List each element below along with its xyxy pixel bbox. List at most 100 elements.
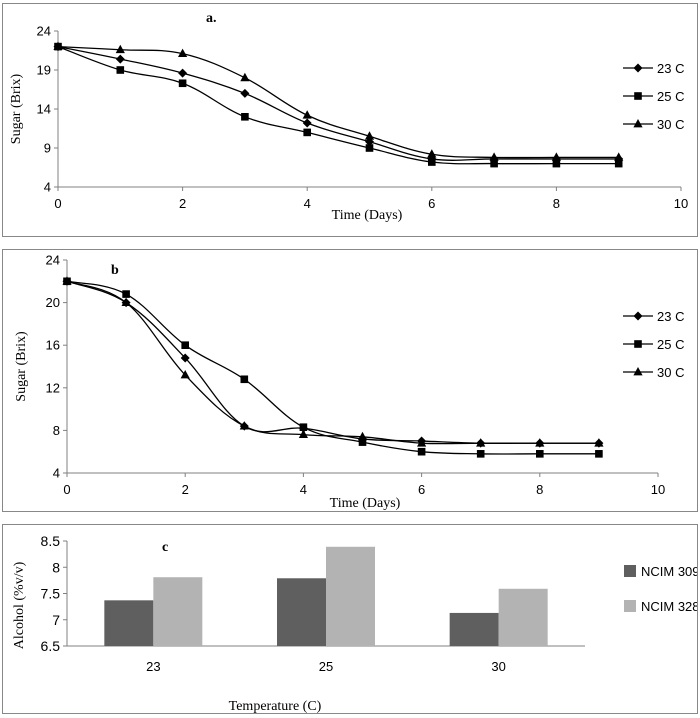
chart-a-data-point — [53, 41, 63, 50]
chart-b-chart-title: b — [111, 263, 119, 278]
chart-b-legend-label: 30 C — [657, 365, 684, 380]
chart-a-y-tick-label: 9 — [44, 141, 51, 156]
chart-c-y-tick-label: 7 — [52, 612, 60, 628]
chart-b-data-point — [358, 438, 367, 446]
chart-b-series-line-1 — [66, 280, 599, 455]
chart-a-series-line-2 — [57, 45, 619, 159]
chart-b-data-point — [180, 370, 190, 379]
chart-a-data-point — [116, 66, 125, 74]
chart-b-data-point — [417, 438, 427, 447]
chart-b-data-point — [357, 431, 368, 441]
chart-b-series-line-2 — [66, 280, 599, 445]
chart-c-y-tick-label: 8.5 — [41, 533, 61, 549]
chart-panel-b: 4 8 12 16 20 24 0 2 4 6 8 10 b Time (Days) Sugar (Brix… — [2, 249, 698, 512]
chart-c-y-tick-label: 6.5 — [41, 638, 61, 654]
chart-b-data-point — [122, 290, 130, 298]
chart-a-series-line-1 — [57, 45, 619, 165]
chart-a-data-point — [489, 152, 499, 161]
chart-c-bar-ncim-3287 — [498, 588, 548, 646]
chart-b-data-point — [180, 353, 190, 363]
chart-a-series-line-0 — [57, 45, 619, 161]
chart-a-y-tick-label: 14 — [37, 102, 51, 117]
chart-a-data-point — [365, 144, 374, 152]
chart-a-y-tick-label: 4 — [44, 180, 51, 195]
chart-c-svg: 6.5 7 7.5 8 8.5 23 25 30 c Temperature (C) Alcohol… — [12, 533, 700, 714]
chart-a-data-point — [178, 68, 188, 78]
chart-b-legend-label: 23 C — [657, 309, 684, 324]
chart-b-y-tick-label: 8 — [53, 423, 60, 438]
chart-b-data-point — [595, 450, 603, 458]
chart-b-data-point — [299, 423, 308, 432]
chart-a-data-point — [241, 113, 249, 121]
chart-a-data-point — [240, 72, 250, 82]
chart-a-x-axis-label: Time (Days) — [332, 208, 403, 223]
chart-b-y-tick-label: 12 — [46, 380, 60, 395]
chart-a-data-point — [302, 110, 312, 119]
chart-b-data-point — [594, 438, 604, 447]
chart-a-data-point — [427, 149, 437, 158]
chart-a-data-point — [490, 159, 498, 168]
chart-a-data-point — [303, 128, 311, 137]
chart-b-y-tick-label: 16 — [46, 338, 60, 353]
chart-a-data-point — [115, 44, 125, 54]
chart-c-x-tick-label: 30 — [491, 659, 505, 674]
chart-b-y-axis-label: Sugar (Brix) — [14, 331, 29, 402]
chart-a-x-tick-label: 8 — [553, 196, 560, 211]
chart-c-bar-ncim-3287 — [326, 546, 375, 646]
chart-c-y-tick-label: 7.5 — [41, 586, 61, 602]
chart-a-legend-marker — [633, 119, 643, 128]
chart-b-series-line-0 — [66, 280, 599, 444]
chart-c-legend-label: NCIM 3287 — [641, 599, 697, 614]
chart-c-bar-ncim-3287 — [153, 577, 203, 646]
chart-b-x-tick-label: 10 — [651, 482, 665, 497]
chart-panel-c: 6.5 7 7.5 8 8.5 23 25 30 c Temperature (C) Alcohol… — [2, 524, 700, 714]
chart-c-x-tick-label: 25 — [319, 659, 333, 674]
chart-a-x-tick-label: 0 — [54, 196, 61, 211]
chart-c-y-axis-label: Alcohol (%v/v) — [12, 561, 27, 649]
chart-b-data-point — [535, 438, 545, 447]
chart-b-x-axis-label: Time (Days) — [330, 496, 401, 511]
chart-b-x-tick-label: 6 — [418, 482, 425, 497]
chart-a-x-tick-label: 4 — [304, 196, 311, 211]
chart-c-bar-ncim-3095 — [449, 612, 499, 646]
chart-c-x-axis-label: Temperature (C) — [229, 699, 322, 713]
chart-b-data-point — [536, 450, 544, 458]
chart-a-chart-title: a. — [206, 11, 217, 26]
chart-c-legend-swatch — [624, 600, 636, 612]
chart-a-y-tick-label: 24 — [37, 24, 51, 39]
chart-b-x-tick-label: 8 — [536, 482, 543, 497]
chart-a-legend-marker — [634, 92, 642, 100]
chart-a-data-point — [302, 118, 312, 128]
chart-c-y-tick-label: 8 — [52, 559, 60, 575]
chart-b-data-point — [298, 429, 308, 439]
chart-a-legend-label: 23 C — [657, 61, 684, 76]
chart-a-data-point — [551, 152, 561, 161]
chart-b-legend-marker — [634, 340, 642, 348]
chart-c-legend-swatch — [624, 565, 636, 577]
chart-c-bar-ncim-3095 — [277, 578, 326, 646]
chart-b-legend-marker — [633, 311, 643, 321]
chart-b-x-tick-label: 4 — [300, 482, 307, 497]
chart-b-data-point — [240, 375, 249, 384]
chart-a-x-tick-label: 10 — [674, 196, 688, 211]
chart-b-data-point — [62, 276, 72, 285]
chart-b-data-point — [417, 447, 426, 456]
chart-a-data-point — [178, 48, 188, 58]
chart-a-legend-label: 25 C — [657, 89, 684, 104]
chart-b-x-tick-label: 0 — [63, 482, 70, 497]
chart-a-legend-label: 30 C — [657, 117, 684, 132]
chart-b-legend-label: 25 C — [657, 337, 684, 352]
chart-c-legend-label: NCIM 3095 — [641, 564, 697, 579]
chart-c-chart-title: c — [162, 540, 168, 555]
chart-b-data-point — [239, 421, 249, 430]
chart-b-legend-marker — [633, 367, 643, 376]
chart-a-y-tick-label: 19 — [37, 63, 51, 78]
chart-a-data-point — [178, 79, 187, 88]
chart-a-data-point — [115, 54, 125, 64]
chart-a-data-point — [552, 159, 561, 168]
chart-c-x-tick-label: 23 — [146, 659, 160, 674]
chart-b-y-tick-label: 4 — [53, 466, 60, 481]
chart-a-legend-marker — [633, 63, 643, 73]
chart-b-y-tick-label: 20 — [46, 295, 60, 310]
